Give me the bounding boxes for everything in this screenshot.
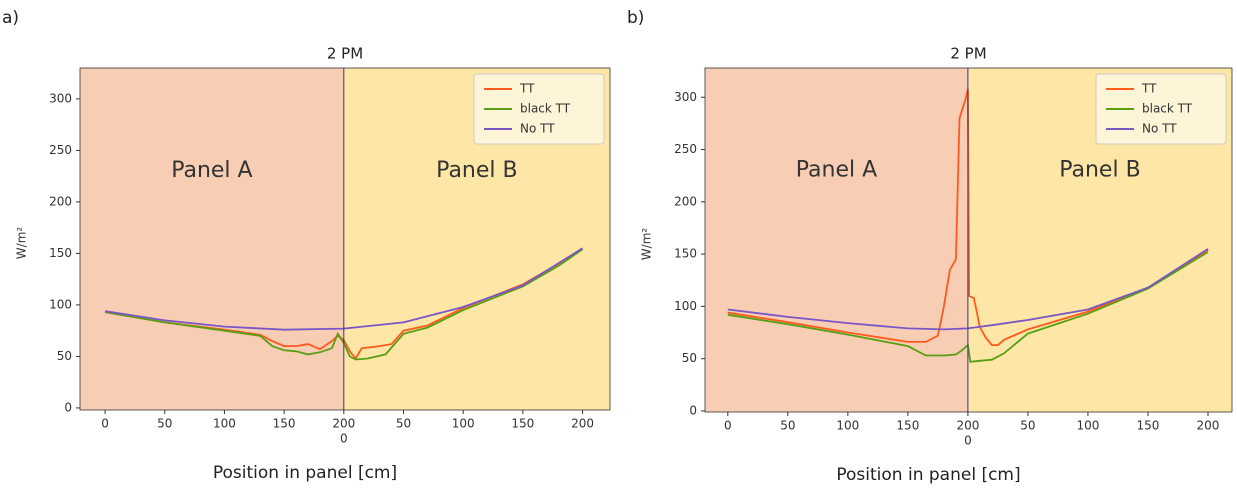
x-tick-label: 50 <box>157 417 172 431</box>
x-tick-label: 0 <box>101 417 109 431</box>
y-tick-label: 0 <box>689 403 697 417</box>
chart-title: 2 PM <box>327 45 363 63</box>
y-tick-label: 250 <box>674 142 697 156</box>
y-tick-label: 250 <box>49 143 72 157</box>
panel-a-region <box>705 68 968 412</box>
subplot-label: a) <box>2 8 19 28</box>
x-tick-label: 150 <box>273 417 296 431</box>
x-tick-label: 0 <box>724 419 732 433</box>
chart-title: 2 PM <box>950 45 986 63</box>
y-tick-label: 300 <box>674 90 697 104</box>
x-tick-label: 200 <box>332 417 355 431</box>
legend-label: black TT <box>520 102 571 116</box>
x-tick-label: 150 <box>511 417 534 431</box>
legend-label: black TT <box>1142 102 1193 116</box>
x-tick-label: 150 <box>1137 419 1160 433</box>
x-tick-label: 200 <box>571 417 594 431</box>
plot-frame <box>704 67 1233 413</box>
x-tick-label: 200 <box>956 419 979 433</box>
panel-label: Panel B <box>1059 157 1140 182</box>
panel-a-region <box>80 68 344 410</box>
data-line <box>104 248 584 361</box>
legend-label: No TT <box>1142 122 1177 136</box>
x-axis-label: Position in panel [cm] <box>213 463 397 483</box>
y-tick-label: 50 <box>57 349 72 363</box>
panel-label: Panel A <box>796 157 877 182</box>
legend-box <box>473 73 605 145</box>
legend-label: TT <box>519 82 535 96</box>
x-tick-label: 50 <box>1020 419 1035 433</box>
subplot-label: b) <box>627 8 644 28</box>
x-tick-label: 100 <box>452 417 475 431</box>
y-tick-label: 200 <box>674 194 697 208</box>
x-axis-label: Position in panel [cm] <box>836 465 1020 485</box>
x-tick-label: 50 <box>780 419 795 433</box>
panel-label: Panel B <box>436 158 517 183</box>
x-tick-label: 0 <box>340 432 348 446</box>
x-tick-label: 100 <box>1076 419 1099 433</box>
y-tick-label: 150 <box>674 247 697 261</box>
legend-label: TT <box>1141 82 1157 96</box>
x-tick-label: 100 <box>213 417 236 431</box>
panel-label: Panel A <box>171 158 252 183</box>
y-tick-label: 0 <box>64 400 72 414</box>
y-tick-label: 200 <box>49 194 72 208</box>
legend-box <box>1095 73 1227 145</box>
y-tick-label: 50 <box>682 351 697 365</box>
legend-label: No TT <box>520 122 555 136</box>
y-tick-label: 300 <box>49 91 72 105</box>
x-tick-label: 0 <box>964 434 972 448</box>
y-axis-label: W/m² <box>15 227 29 260</box>
y-tick-label: 150 <box>49 246 72 260</box>
x-tick-label: 100 <box>836 419 859 433</box>
x-tick-label: 50 <box>396 417 411 431</box>
y-tick-label: 100 <box>49 297 72 311</box>
y-axis-label: W/m² <box>640 228 654 261</box>
y-tick-label: 100 <box>674 299 697 313</box>
plot-frame <box>79 67 611 411</box>
x-tick-label: 150 <box>896 419 919 433</box>
x-tick-label: 200 <box>1197 419 1220 433</box>
